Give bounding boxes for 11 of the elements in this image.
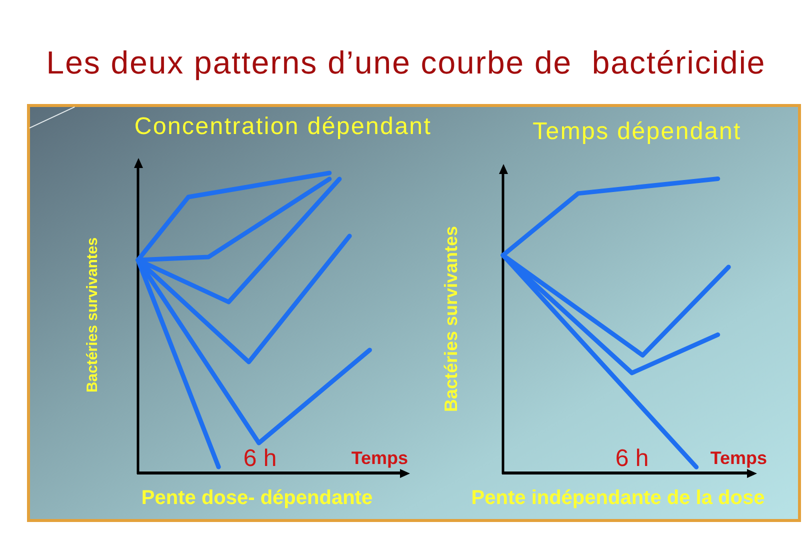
annotation: 6 h (615, 444, 649, 472)
annotation: 6 h (243, 444, 277, 472)
text: Pente indépendante de la dose (471, 487, 765, 509)
chart-title: Concentration dépendant (134, 112, 432, 140)
text: Les deux patterns d’une courbe de bactéricidie (46, 44, 766, 81)
chart-title: Temps dépendant (532, 118, 742, 146)
y-axis-title: Bactéries survivantes (84, 237, 102, 393)
y-axis-title: Bactéries survivantes (441, 226, 462, 412)
x-axis-title: Temps (710, 448, 767, 468)
x-axis-title: Temps (351, 448, 408, 468)
text: Pente dose- dépendante (141, 487, 373, 509)
